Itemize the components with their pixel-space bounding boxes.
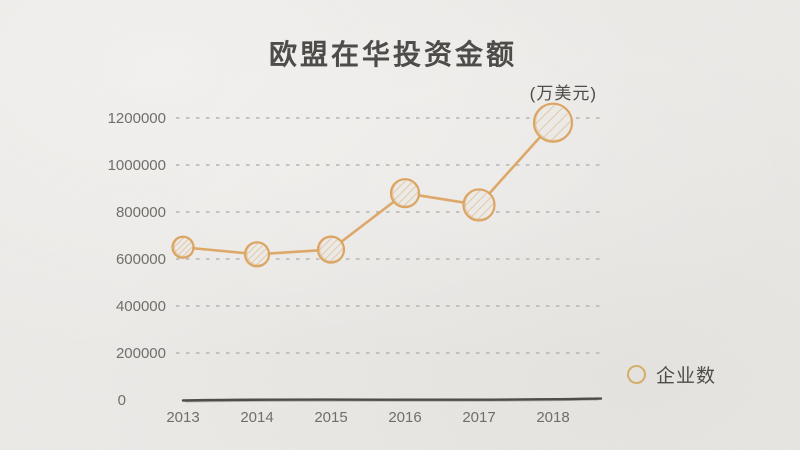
y-tick-label: 400000 (116, 298, 166, 315)
x-axis-line (181, 397, 603, 402)
x-tick-label: 2015 (314, 409, 347, 426)
data-line (182, 121, 554, 256)
y-tick-label: 0 (118, 392, 126, 409)
legend: 企业数 (627, 361, 716, 388)
y-tick-label: 200000 (116, 345, 166, 362)
y-tick-label: 1000000 (108, 157, 166, 174)
x-tick-label: 2013 (166, 409, 199, 426)
x-tick-label: 2018 (536, 409, 569, 426)
x-tick-label: 2016 (388, 409, 421, 426)
y-tick-label: 1200000 (108, 110, 166, 127)
legend-label: 企业数 (656, 366, 717, 387)
y-tick-label: 800000 (116, 204, 166, 221)
y-tick-label: 600000 (116, 251, 166, 268)
x-tick-label: 2014 (240, 409, 273, 426)
x-tick-label: 2017 (462, 409, 495, 426)
legend-bubble-icon (627, 365, 646, 384)
